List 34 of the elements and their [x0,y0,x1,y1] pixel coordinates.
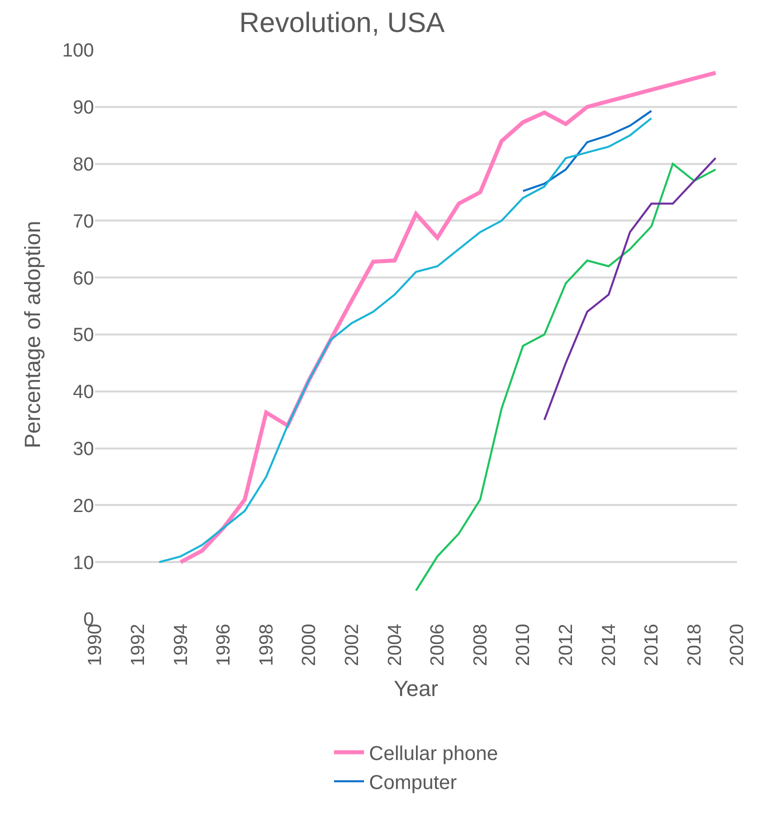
x-tick-label: 1994 [170,623,192,666]
y-tick-label: 20 [72,496,94,517]
y-tick-label: 60 [72,268,94,290]
x-tick-label: 2016 [642,624,663,666]
chart-title: Revolution, USA [239,6,446,38]
y-tick-label: 50 [72,325,94,346]
x-tick-label: 2008 [470,624,492,666]
x-tick-label: 2000 [299,624,320,666]
legend-label: Computer [369,772,458,794]
legend-label: Cellular phone [369,743,498,766]
x-tick-label: 2010 [513,624,534,666]
line-series [522,110,652,192]
line-series [543,157,717,421]
y-tick-label: 30 [72,438,94,460]
y-tick-label: 80 [72,154,94,176]
x-tick-label: 2004 [384,623,406,666]
x-tick-label: 1992 [128,624,149,666]
x-tick-label: 2014 [598,623,620,666]
line-series [158,117,652,564]
y-tick-label: 90 [72,98,94,119]
x-tick-label: 1998 [256,624,278,666]
x-tick-label: 2018 [684,624,706,666]
y-tick-label: 100 [62,40,94,62]
line-series [415,162,717,592]
x-tick-label: 2002 [342,624,363,666]
y-axis-title: Percentage of adoption [20,220,46,448]
x-tick-label: 2012 [556,624,577,666]
x-tick-label: 1996 [214,624,235,666]
x-axis-title: Year [394,676,438,701]
y-tick-label: 70 [72,211,94,232]
x-tick-label: 2006 [428,624,449,666]
y-tick-label: 40 [72,382,94,404]
x-tick-label: 2020 [727,624,748,666]
y-tick-label: 10 [72,552,94,574]
